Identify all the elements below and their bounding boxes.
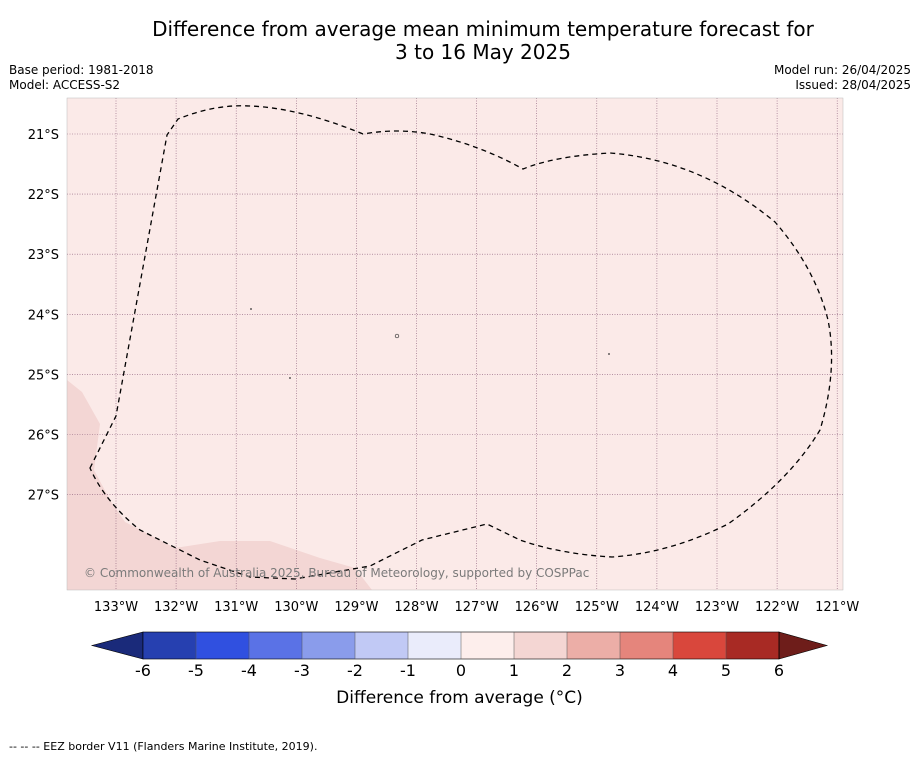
colorbar-swatch [249,632,302,659]
island-marker [250,308,252,310]
latitude-labels: 21°S 22°S 23°S 24°S 25°S 26°S 27°S [28,128,59,504]
colorbar-low-extend [90,631,144,660]
model-run: Model run: 26/04/2025 [773,63,911,77]
map-title: Difference from average mean minimum tem… [0,18,919,64]
colorbar-tick-label: -6 [135,661,151,680]
colorbar-swatch [408,632,461,659]
colorbar-swatch [673,632,726,659]
longitude-label: 126°W [515,600,559,615]
base-period: Base period: 1981-2018 [9,63,154,77]
colorbar [90,631,829,660]
longitude-label: 130°W [274,600,318,615]
colorbar-swatch [196,632,249,659]
colorbar-tick-label: 0 [455,661,467,680]
longitude-label: 131°W [214,600,258,615]
model-name: Model: ACCESS-S2 [9,78,121,92]
latitude-label: 27°S [28,489,59,504]
colorbar-swatch [567,632,620,659]
longitude-label: 123°W [695,600,739,615]
longitude-label: 127°W [455,600,499,615]
latitude-label: 26°S [28,429,59,444]
colorbar-swatch [514,632,567,659]
longitude-label: 125°W [575,600,619,615]
longitude-label: 129°W [334,600,378,615]
colorbar-tick-label: 5 [720,661,732,680]
title-line-1: Difference from average mean minimum tem… [152,17,814,41]
latitude-label: 24°S [28,308,59,323]
longitude-label: 124°W [635,600,679,615]
latitude-label: 25°S [28,368,59,383]
colorbar-tick-label: 6 [773,661,785,680]
meta-right: Model run: 26/04/2025 Issued: 28/04/2025 [774,63,911,93]
latitude-label: 23°S [28,248,59,263]
colorbar-tick-label: 1 [508,661,520,680]
colorbar-label: Difference from average (°C) [336,688,583,708]
colorbar-swatch [620,632,673,659]
longitude-label: 128°W [394,600,438,615]
colorbar-high-extend [778,631,829,660]
longitude-labels: 133°W 132°W 131°W 130°W 129°W 128°W 127°W 126°W… [94,600,860,615]
latitude-label: 22°S [28,188,59,203]
land-area [67,380,372,590]
colorbar-tick-label: -2 [347,661,363,680]
colorbar-tick-label: -5 [188,661,204,680]
colorbar-swatch [143,632,196,659]
colorbar-swatch [726,632,779,659]
longitude-label: 121°W [815,600,859,615]
copyright-text: © Commonwealth of Australia 2025, Bureau… [84,566,589,580]
island-marker [394,333,400,339]
title-line-2: 3 to 16 May 2025 [395,40,571,64]
colorbar-swatch [302,632,355,659]
colorbar-tick-label: -4 [241,661,257,680]
colorbar-tick-label: 2 [561,661,573,680]
island-marker [289,377,291,379]
longitude-label: 122°W [755,600,799,615]
graticule [67,98,843,590]
colorbar-tick-label: 4 [667,661,679,680]
colorbar-tick-label: 3 [614,661,626,680]
longitude-label: 132°W [154,600,198,615]
colorbar-swatch [461,632,514,659]
map-frame [66,97,844,591]
colorbar-tick-label: -1 [400,661,416,680]
eez-border [89,105,833,580]
latitude-label: 21°S [28,128,59,143]
map-area [67,98,843,590]
longitude-label: 133°W [94,600,138,615]
island-marker [608,353,610,355]
issued-date: Issued: 28/04/2025 [795,78,911,92]
colorbar-tick-label: -3 [294,661,310,680]
colorbar-swatch [355,632,408,659]
meta-left: Base period: 1981-2018 Model: ACCESS-S2 [9,63,154,93]
footer-legend: -- -- -- EEZ border V11 (Flanders Marine… [9,740,318,753]
